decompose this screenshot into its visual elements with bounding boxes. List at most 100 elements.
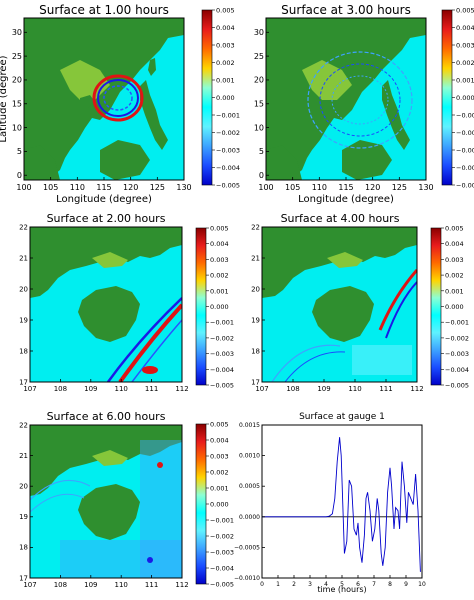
land-mainland xyxy=(266,18,426,180)
wave-rings xyxy=(271,344,341,382)
x-ticks: 100 105 110 115 120 125 130 xyxy=(16,177,192,192)
colorbar-tick-label: −0.005 xyxy=(445,382,469,390)
x-ticks: 107 108 109 110 111 112 xyxy=(23,379,189,393)
colorbar-tick-label: 0.001 xyxy=(216,77,235,85)
x-tick-label: 3 xyxy=(308,581,312,588)
x-tick-label: 110 xyxy=(115,385,128,393)
x-tick-label: 130 xyxy=(176,183,191,192)
panel-surface-2h: 107 108 109 110 111 112 17 18 19 20 21 22 Surface … xyxy=(19,212,234,393)
x-tick-label: 4 xyxy=(324,581,328,588)
x-tick-label: 7 xyxy=(372,581,376,588)
chart-title: Surface at 3.00 hours xyxy=(281,3,411,17)
land-lowland xyxy=(92,450,128,466)
wave-front-red xyxy=(378,269,417,331)
colorbar: 0.005 0.004 0.003 0.002 0.001 0.000 −0.001 −0.0… xyxy=(195,421,234,589)
x-tick-label: 120 xyxy=(365,183,380,192)
land-hainan xyxy=(312,286,374,342)
land-hainan xyxy=(80,95,95,108)
y-tick-label: 19 xyxy=(19,316,28,324)
colorbar-tick-label: −0.004 xyxy=(210,565,234,573)
colorbar-tick-label: −0.005 xyxy=(456,182,474,190)
y-tick-label: 25 xyxy=(12,52,22,61)
y-tick-label: 17 xyxy=(19,378,28,386)
colorbar-tick-label: 0.004 xyxy=(210,437,229,445)
x-tick-label: 5 xyxy=(340,581,344,588)
y-ticks: 17 18 19 20 21 22 xyxy=(251,223,265,386)
y-tick-label: 0.0010 xyxy=(239,453,260,460)
y-tick-label: 15 xyxy=(12,99,22,108)
wave-ring-3 xyxy=(331,75,389,125)
plot-frame xyxy=(29,226,183,383)
x-tick-label: 8 xyxy=(388,581,392,588)
colorbar-tick-label: −0.005 xyxy=(210,382,234,390)
land-philippines xyxy=(140,80,168,150)
y-tick-label: 20 xyxy=(19,483,28,491)
x-tick-label: 100 xyxy=(258,183,273,192)
colorbar-gradient xyxy=(430,227,442,386)
chart-title: Surface at gauge 1 xyxy=(299,412,385,422)
x-tick-label: 109 xyxy=(317,385,330,393)
land-borneo xyxy=(100,140,150,180)
panel-surface-6h: 107 108 109 110 111 112 17 18 19 20 21 22 Surface … xyxy=(19,410,234,589)
colorbar-tick-label: 0.003 xyxy=(445,256,464,264)
colorbar: 0.005 0.004 0.003 0.002 0.001 0.000 −0.001 −0.0… xyxy=(441,7,474,190)
y-tick-label: −0.0010 xyxy=(234,575,260,582)
colorbar-tick-label: 0.001 xyxy=(445,287,464,295)
wave-front-blue xyxy=(106,297,182,382)
colorbar-tick-label: −0.001 xyxy=(210,517,234,525)
colorbar-tick-label: 0.002 xyxy=(456,59,474,67)
y-tick-label: 21 xyxy=(251,254,260,262)
y-tick-label: 18 xyxy=(19,347,28,355)
x-tick-label: 110 xyxy=(115,581,128,589)
x-tick-label: 115 xyxy=(338,183,353,192)
y-ticks: 0 5 10 15 20 25 30 xyxy=(12,28,27,180)
colorbar-tick-label: −0.001 xyxy=(445,319,469,327)
colorbar-tick-label: 0.001 xyxy=(456,77,474,85)
colorbar-gradient xyxy=(195,227,207,386)
y-tick-label: 30 xyxy=(254,28,264,37)
y-tick-label: 0.0000 xyxy=(239,514,260,521)
x-axis-label: Longitude (degree) xyxy=(56,194,152,205)
wave-ring-2 xyxy=(319,63,401,137)
x-tick-label: 110 xyxy=(312,183,327,192)
chart-title: Surface at 6.00 hours xyxy=(47,410,166,423)
x-tick-label: 110 xyxy=(348,385,361,393)
x-tick-label: 125 xyxy=(150,183,165,192)
land-lowland xyxy=(60,60,110,100)
colorbar-tick-label: −0.002 xyxy=(210,533,234,541)
y-tick-label: 10 xyxy=(254,123,264,132)
y-tick-label: 0 xyxy=(259,171,264,180)
colorbar-tick-label: −0.003 xyxy=(216,147,240,155)
x-tick-label: 105 xyxy=(285,183,300,192)
y-tick-label: 20 xyxy=(254,76,264,85)
colorbar-tick-label: 0.000 xyxy=(210,303,229,311)
colorbar-tick-label: 0.003 xyxy=(210,453,229,461)
y-tick-label: 22 xyxy=(19,421,28,429)
y-tick-label: 18 xyxy=(251,347,260,355)
x-tick-label: 10 xyxy=(418,581,426,588)
colorbar-tick-label: −0.002 xyxy=(210,334,234,342)
y-tick-label: 20 xyxy=(251,285,260,293)
y-axis-label: Latitude (degree) xyxy=(0,55,9,142)
colorbar-tick-label: 0.005 xyxy=(456,7,474,15)
colorbar-tick-label: −0.003 xyxy=(210,350,234,358)
x-tick-label: 111 xyxy=(145,581,158,589)
panel-surface-3h: 100 105 110 115 120 125 130 0 5 10 15 20 25 30 Surfa… xyxy=(254,3,474,205)
x-axis-label: time (hours) xyxy=(317,585,366,594)
colorbar-tick-label: −0.001 xyxy=(456,112,474,120)
land-mainland xyxy=(24,18,184,180)
x-tick-label: 111 xyxy=(379,385,392,393)
wave-front-blue xyxy=(385,281,417,339)
colorbar-tick-label: 0.005 xyxy=(210,225,229,233)
wave-front-red xyxy=(118,303,182,382)
x-tick-label: 112 xyxy=(175,385,188,393)
y-tick-label: 19 xyxy=(251,316,260,324)
x-tick-label: 112 xyxy=(175,581,188,589)
x-tick-label: 125 xyxy=(392,183,407,192)
y-tick-label: 19 xyxy=(19,513,28,521)
x-tick-label: 130 xyxy=(418,183,433,192)
wave-ring-1 xyxy=(307,51,413,149)
colorbar-tick-label: 0.005 xyxy=(216,7,235,15)
x-ticks: 107 108 109 110 111 112 xyxy=(255,379,424,393)
land-sumatra xyxy=(266,145,302,180)
